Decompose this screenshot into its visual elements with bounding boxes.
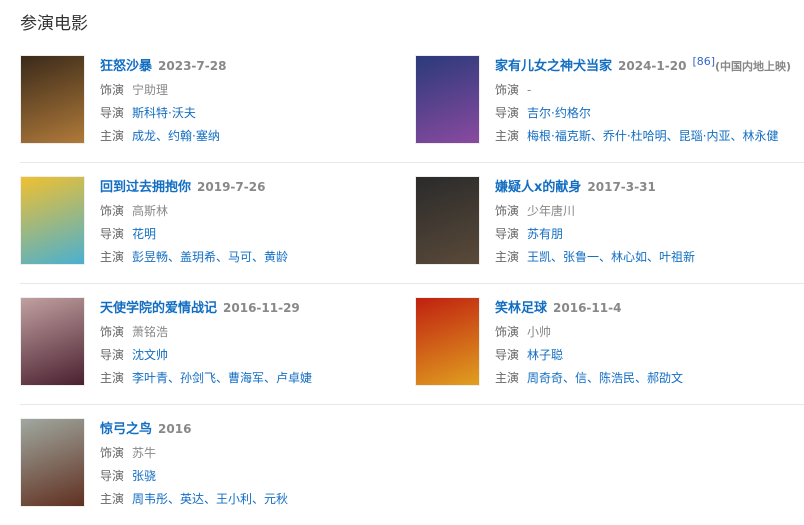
reference-link[interactable]: [86] <box>692 55 716 68</box>
film-poster[interactable] <box>20 418 85 507</box>
cast-links[interactable]: 周奇奇、信、陈浩民、郝劭文 <box>527 371 684 385</box>
director-label: 导演 <box>100 469 125 483</box>
director-link[interactable]: 沈文帅 <box>132 348 169 362</box>
role-label: 饰演 <box>495 83 520 97</box>
director-label: 导演 <box>100 227 125 241</box>
role-label: 饰演 <box>495 204 520 218</box>
film-poster[interactable] <box>415 176 480 265</box>
cast-label: 主演 <box>100 129 125 143</box>
release-date: 2017-3-31 <box>587 180 656 194</box>
director-label: 导演 <box>100 106 125 120</box>
director-link[interactable]: 苏有朋 <box>527 227 564 241</box>
cast-label: 主演 <box>100 371 125 385</box>
role-label: 饰演 <box>100 446 125 460</box>
release-note: (中国内地上映) <box>715 60 792 73</box>
director-link[interactable]: 斯科特·沃夫 <box>132 106 196 120</box>
release-date: 2016-11-29 <box>223 301 300 315</box>
release-date: 2016-11-4 <box>553 301 622 315</box>
film-poster[interactable] <box>415 55 480 144</box>
film-row: 狂怒沙暴 2023-7-28 饰演 宁助理 导演 斯科特·沃夫 主演 成龙、约翰·塞纳 … <box>20 55 804 176</box>
cast-label: 主演 <box>100 250 125 264</box>
release-date: 2023-7-28 <box>158 59 227 73</box>
cast-label: 主演 <box>495 250 520 264</box>
director-label: 导演 <box>100 348 125 362</box>
cast-links[interactable]: 梅根·福克斯、乔什·杜哈明、昆瑙·内亚、林永健 <box>527 129 779 143</box>
film-poster[interactable] <box>20 297 85 386</box>
role-label: 饰演 <box>495 325 520 339</box>
release-date: 2024-1-20 <box>618 59 687 73</box>
role-label: 饰演 <box>100 204 125 218</box>
film-title-link[interactable]: 惊弓之鸟 <box>100 422 153 437</box>
release-date: 2019-7-26 <box>197 180 266 194</box>
role-label: 饰演 <box>100 83 125 97</box>
cast-links[interactable]: 周韦彤、英达、王小利、元秋 <box>132 492 289 506</box>
release-date: 2016 <box>158 422 192 436</box>
film-title-link[interactable]: 嫌疑人x的献身 <box>495 180 582 195</box>
film-poster[interactable] <box>20 176 85 265</box>
section-heading: 参演电影 <box>20 14 88 34</box>
cast-label: 主演 <box>495 129 520 143</box>
film-row: 惊弓之鸟 2016 饰演 苏牛 导演 张骁 主演 周韦彤、英达、王小利、元秋 <box>20 404 804 525</box>
role-value: 高斯林 <box>132 204 169 218</box>
film-title-link[interactable]: 回到过去拥抱你 <box>100 180 192 195</box>
cast-label: 主演 <box>100 492 125 506</box>
role-value: 少年唐川 <box>527 204 576 218</box>
role-value: 苏牛 <box>132 446 157 460</box>
director-link[interactable]: 吉尔·约格尔 <box>527 106 591 120</box>
film-poster[interactable] <box>415 297 480 386</box>
cast-links[interactable]: 王凯、张鲁一、林心如、叶祖新 <box>527 250 696 264</box>
film-row: 回到过去拥抱你 2019-7-26 饰演 高斯林 导演 花明 主演 彭昱畅、盖玥希、马可… <box>20 162 804 283</box>
director-link[interactable]: 花明 <box>132 227 157 241</box>
cast-label: 主演 <box>495 371 520 385</box>
cast-links[interactable]: 李叶青、孙剑飞、曹海军、卢卓婕 <box>132 371 313 385</box>
role-value: 宁助理 <box>132 83 169 97</box>
role-label: 饰演 <box>100 325 125 339</box>
film-title-link[interactable]: 家有儿女之神犬当家 <box>495 59 613 74</box>
director-link[interactable]: 林子聪 <box>527 348 564 362</box>
role-value: 萧铭浩 <box>132 325 169 339</box>
film-title-link[interactable]: 狂怒沙暴 <box>100 59 153 74</box>
director-label: 导演 <box>495 106 520 120</box>
film-row: 天使学院的爱情战记 2016-11-29 饰演 萧铭浩 导演 沈文帅 主演 李叶青、孙剑… <box>20 283 804 404</box>
director-link[interactable]: 张骁 <box>132 469 157 483</box>
cast-links[interactable]: 成龙、约翰·塞纳 <box>132 129 220 143</box>
film-title-link[interactable]: 笑林足球 <box>495 301 548 316</box>
cast-links[interactable]: 彭昱畅、盖玥希、马可、黄龄 <box>132 250 289 264</box>
film-title-link[interactable]: 天使学院的爱情战记 <box>100 301 218 316</box>
role-value: 小帅 <box>527 325 552 339</box>
role-value: - <box>527 83 532 97</box>
director-label: 导演 <box>495 348 520 362</box>
film-poster[interactable] <box>20 55 85 144</box>
director-label: 导演 <box>495 227 520 241</box>
